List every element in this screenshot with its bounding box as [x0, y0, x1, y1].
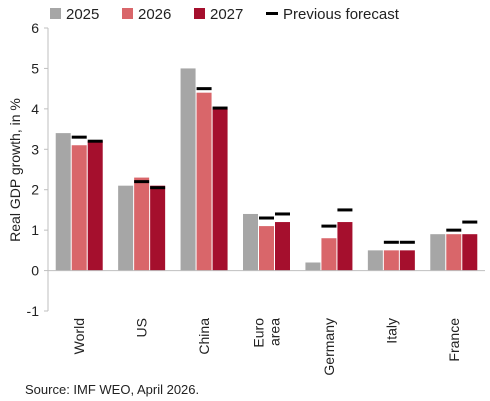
x-tick-label: France: [446, 318, 462, 362]
bar-2027-3: [275, 222, 290, 271]
previous-forecast-marker: [337, 208, 353, 212]
x-tick-label: Italy: [383, 318, 399, 344]
legend: 2025 2026 2027 Previous forecast: [50, 6, 400, 23]
previous-forecast-marker: [321, 224, 337, 228]
bar-2027-0: [87, 141, 103, 271]
x-tick-label: China: [196, 318, 212, 355]
x-label-group: Italy: [383, 318, 399, 344]
previous-forecast-marker: [462, 220, 478, 224]
x-tick-label: Euro: [251, 318, 267, 348]
previous-forecast-marker: [275, 212, 290, 216]
bar-2026-0: [71, 145, 87, 271]
x-label-group: France: [446, 318, 462, 362]
bar-2026-1: [134, 177, 150, 271]
y-axis-title: Real GDP growth, in %: [7, 98, 23, 242]
y-tick-label: 0: [31, 263, 39, 279]
legend-label: 2026: [138, 6, 171, 23]
previous-forecast-marker: [134, 180, 150, 184]
x-label-group: China: [196, 318, 212, 355]
previous-forecast-marker: [71, 135, 87, 139]
bar-2026-2: [196, 92, 212, 271]
legend-label: 2025: [66, 6, 99, 23]
bar-2027-5: [399, 250, 415, 271]
y-tick-label: 3: [31, 141, 39, 157]
bar-2025-0: [55, 133, 71, 271]
bar-2025-4: [305, 262, 321, 271]
y-tick-label: 6: [31, 20, 39, 36]
bar-2026-3: [259, 226, 274, 271]
legend-label: Previous forecast: [283, 6, 400, 23]
x-axis-labels: World US China Euro area Germany Italy France: [71, 318, 462, 376]
y-tick-label: 1: [31, 222, 39, 238]
y-tick-label: 5: [31, 60, 39, 76]
x-tick-label: area: [267, 318, 283, 346]
x-tick-label: World: [71, 318, 87, 354]
bar-2027-2: [212, 108, 228, 271]
bar-2027-1: [150, 185, 166, 271]
previous-forecast-marker: [212, 106, 228, 110]
previous-forecast-markers: [71, 87, 478, 244]
bars: [48, 68, 485, 272]
legend-swatch-2027: [194, 8, 205, 19]
legend-label: 2027: [210, 6, 243, 23]
y-axis: -1 0 1 2 3 4 5 6: [27, 20, 49, 319]
legend-swatch-2025: [50, 8, 61, 19]
previous-forecast-marker: [259, 216, 274, 220]
previous-forecast-marker: [383, 240, 399, 244]
bar-2025-6: [430, 234, 446, 271]
bar-2026-6: [446, 234, 462, 271]
bar-2026-5: [383, 250, 399, 271]
x-label-group: Euro area: [251, 318, 283, 348]
y-tick-label: 4: [31, 101, 39, 117]
previous-forecast-marker: [399, 240, 415, 244]
previous-forecast-marker: [196, 87, 212, 91]
x-tick-label: Germany: [321, 318, 337, 376]
previous-forecast-marker: [150, 186, 166, 190]
previous-forecast-marker: [446, 228, 462, 232]
source-note: Source: IMF WEO, April 2026.: [25, 382, 199, 397]
y-tick-label: 2: [31, 182, 39, 198]
previous-forecast-marker: [87, 139, 103, 143]
x-tick-label: US: [134, 318, 150, 337]
bar-2027-4: [337, 222, 353, 271]
x-label-group: Germany: [321, 318, 337, 376]
x-label-group: US: [134, 318, 150, 337]
bar-2025-3: [243, 213, 258, 271]
y-tick-label: -1: [27, 303, 40, 319]
bar-2025-2: [180, 68, 196, 271]
bar-2025-1: [118, 185, 134, 271]
bar-2027-6: [462, 234, 478, 271]
bar-2025-5: [367, 250, 383, 271]
x-label-group: World: [71, 318, 87, 354]
legend-swatch-2026: [122, 8, 133, 19]
legend-swatch-previous-forecast: [266, 12, 278, 15]
bar-2026-4: [321, 238, 337, 271]
